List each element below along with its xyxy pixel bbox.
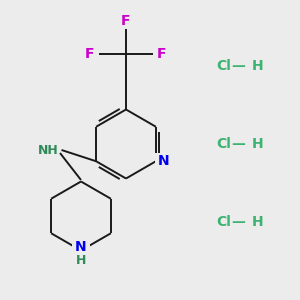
- Text: H: H: [252, 59, 264, 73]
- Bar: [74, 253, 88, 266]
- Bar: [153, 46, 171, 62]
- Text: —: —: [231, 215, 245, 229]
- Text: NH: NH: [38, 143, 58, 157]
- Text: —: —: [231, 59, 245, 73]
- Bar: [37, 142, 59, 158]
- Bar: [117, 13, 135, 29]
- Text: F: F: [85, 47, 95, 61]
- Text: Cl: Cl: [216, 215, 231, 229]
- Text: N: N: [158, 154, 169, 168]
- Text: Cl: Cl: [216, 59, 231, 73]
- Bar: [72, 240, 90, 255]
- Text: H: H: [252, 215, 264, 229]
- Text: H: H: [252, 137, 264, 151]
- Bar: [155, 153, 172, 169]
- Bar: [81, 46, 99, 62]
- Text: N: N: [75, 240, 87, 254]
- Text: F: F: [121, 14, 131, 28]
- Text: F: F: [157, 47, 167, 61]
- Text: —: —: [231, 137, 245, 151]
- Text: Cl: Cl: [216, 137, 231, 151]
- Text: H: H: [76, 254, 86, 267]
